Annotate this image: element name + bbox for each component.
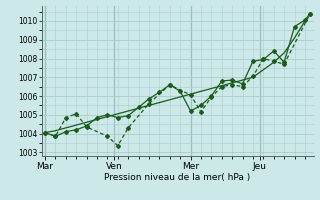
X-axis label: Pression niveau de la mer( hPa ): Pression niveau de la mer( hPa ) [104,173,251,182]
